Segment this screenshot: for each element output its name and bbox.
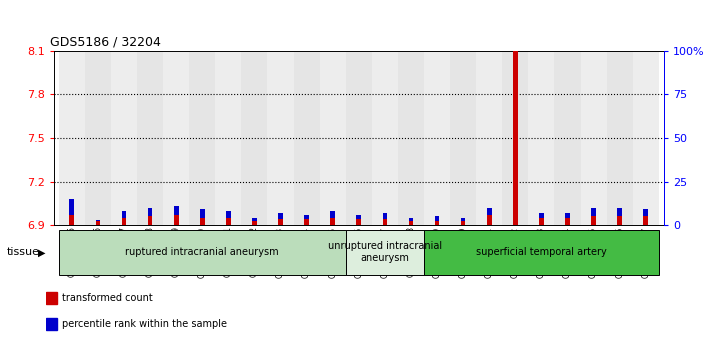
Text: percentile rank within the sample: percentile rank within the sample bbox=[63, 319, 228, 329]
Bar bbox=[59, 51, 85, 225]
Bar bbox=[450, 51, 476, 225]
Bar bbox=[555, 51, 580, 225]
Bar bbox=[618, 216, 622, 225]
Bar bbox=[476, 51, 502, 225]
FancyBboxPatch shape bbox=[59, 230, 346, 275]
Bar bbox=[539, 218, 544, 225]
Text: transformed count: transformed count bbox=[63, 293, 154, 303]
Text: ruptured intracranial aneurysm: ruptured intracranial aneurysm bbox=[126, 247, 279, 257]
Bar bbox=[320, 51, 346, 225]
Bar bbox=[148, 216, 152, 225]
Text: GDS5186 / 32204: GDS5186 / 32204 bbox=[51, 35, 161, 48]
Bar bbox=[513, 51, 518, 225]
FancyBboxPatch shape bbox=[346, 230, 424, 275]
Bar bbox=[408, 221, 413, 225]
Bar bbox=[46, 318, 57, 330]
Bar bbox=[121, 211, 126, 218]
Bar bbox=[356, 215, 361, 219]
FancyBboxPatch shape bbox=[424, 230, 659, 275]
Bar bbox=[304, 215, 309, 219]
Bar bbox=[96, 220, 100, 221]
Bar bbox=[174, 206, 178, 215]
Bar bbox=[408, 218, 413, 221]
Bar bbox=[241, 51, 268, 225]
Bar bbox=[111, 51, 137, 225]
Bar bbox=[96, 221, 100, 225]
Bar bbox=[607, 51, 633, 225]
Bar bbox=[278, 219, 283, 225]
Bar bbox=[383, 219, 387, 225]
Bar bbox=[137, 51, 163, 225]
Bar bbox=[633, 51, 659, 225]
Bar bbox=[268, 51, 293, 225]
Bar bbox=[331, 218, 335, 225]
Bar bbox=[383, 213, 387, 219]
Bar bbox=[69, 199, 74, 215]
Bar bbox=[304, 219, 309, 225]
Bar bbox=[346, 51, 372, 225]
Bar bbox=[69, 215, 74, 225]
Bar bbox=[461, 221, 466, 225]
Bar bbox=[618, 208, 622, 216]
Bar bbox=[163, 51, 189, 225]
Bar bbox=[424, 51, 450, 225]
Bar bbox=[174, 215, 178, 225]
Bar bbox=[216, 51, 241, 225]
Bar bbox=[435, 221, 439, 225]
Bar bbox=[565, 213, 570, 218]
Bar bbox=[539, 213, 544, 218]
Bar bbox=[528, 51, 555, 225]
Text: unruptured intracranial
aneurysm: unruptured intracranial aneurysm bbox=[328, 241, 442, 263]
Bar bbox=[502, 51, 528, 225]
Bar bbox=[189, 51, 216, 225]
Bar bbox=[565, 218, 570, 225]
Bar bbox=[398, 51, 424, 225]
Bar bbox=[356, 219, 361, 225]
Bar bbox=[487, 208, 491, 215]
Bar bbox=[252, 221, 257, 225]
Bar bbox=[293, 51, 320, 225]
Bar bbox=[278, 213, 283, 219]
Bar bbox=[200, 218, 205, 225]
Bar bbox=[85, 51, 111, 225]
Bar bbox=[252, 218, 257, 221]
Text: superficial temporal artery: superficial temporal artery bbox=[476, 247, 607, 257]
Bar bbox=[121, 218, 126, 225]
Bar bbox=[148, 208, 152, 216]
Bar bbox=[200, 209, 205, 218]
Bar bbox=[591, 216, 596, 225]
Bar bbox=[487, 215, 491, 225]
Text: ▶: ▶ bbox=[38, 247, 46, 257]
Bar bbox=[643, 209, 648, 216]
Bar bbox=[435, 216, 439, 221]
Bar bbox=[643, 216, 648, 225]
Bar bbox=[226, 218, 231, 225]
Bar bbox=[591, 208, 596, 216]
Bar bbox=[580, 51, 607, 225]
Bar bbox=[46, 292, 57, 304]
Text: tissue: tissue bbox=[7, 247, 40, 257]
Bar bbox=[226, 211, 231, 218]
Bar bbox=[372, 51, 398, 225]
Bar bbox=[461, 218, 466, 221]
Bar bbox=[331, 211, 335, 218]
